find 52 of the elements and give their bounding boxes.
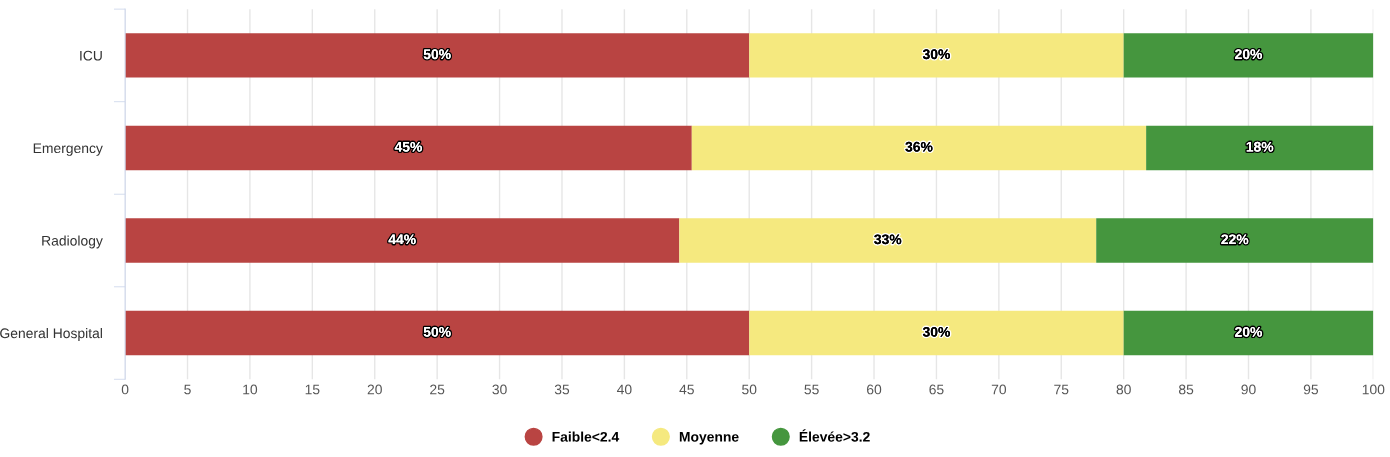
data-label: 18% <box>1246 141 1274 152</box>
x-tick-label: 20 <box>367 384 382 395</box>
data-label: 30% <box>922 326 950 337</box>
bar <box>691 125 1147 171</box>
bar <box>125 125 692 171</box>
bar <box>1123 310 1374 356</box>
bar <box>679 218 1097 263</box>
x-tick-label: 40 <box>616 384 632 395</box>
bar <box>749 33 1124 78</box>
x-tick-label: 85 <box>1178 384 1194 395</box>
bar <box>749 310 1124 356</box>
x-tick-label: 45 <box>679 384 694 395</box>
x-tick-label: 5 <box>184 384 191 395</box>
data-label: 36% <box>905 141 933 152</box>
y-tick-label: Radiology <box>42 235 103 249</box>
x-tick-label: 95 <box>1303 384 1319 395</box>
bar <box>125 33 750 78</box>
bar <box>1123 33 1374 78</box>
data-label: 20% <box>1235 49 1263 60</box>
x-tick-label: 15 <box>305 384 320 395</box>
legend-label: Moyenne <box>679 432 739 445</box>
bar <box>1146 125 1374 171</box>
x-tick-label: 60 <box>867 384 882 395</box>
x-tick-label: 65 <box>929 384 944 395</box>
x-tick-label: 10 <box>243 384 258 395</box>
y-tick-label: ICU <box>80 50 102 61</box>
x-tick-label: 35 <box>554 384 570 395</box>
x-tick-label: 100 <box>1362 384 1385 395</box>
bar <box>125 218 680 263</box>
x-tick-label: 70 <box>991 384 1007 395</box>
legend-label: Élevée>3.2 <box>799 429 870 442</box>
data-label: 30% <box>922 49 950 60</box>
x-tick-label: 75 <box>1054 384 1069 395</box>
data-label: 33% <box>874 234 902 245</box>
data-label: 44% <box>388 234 416 245</box>
data-label: 50% <box>423 49 451 60</box>
y-tick-label: General Hospital <box>0 328 102 341</box>
data-label: 45% <box>394 141 422 152</box>
bar <box>125 310 750 356</box>
x-tick-label: 0 <box>121 384 129 395</box>
data-label: 50% <box>423 326 451 337</box>
x-tick-label: 55 <box>804 384 819 395</box>
x-tick-label: 30 <box>492 384 507 395</box>
x-tick-label: 90 <box>1241 384 1256 395</box>
x-tick-label: 25 <box>430 384 445 395</box>
data-label: 20% <box>1235 326 1263 337</box>
data-label: 22% <box>1221 234 1249 245</box>
bar <box>1096 218 1374 263</box>
x-tick-label: 50 <box>742 384 757 395</box>
legend-label: Faible<2.4 <box>552 431 620 442</box>
y-tick-label: Emergency <box>33 143 103 156</box>
x-tick-label: 80 <box>1116 384 1131 395</box>
